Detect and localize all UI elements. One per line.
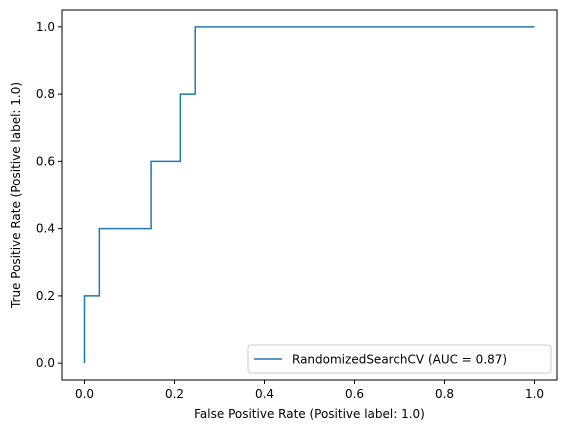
- y-tick-label: 1.0: [36, 20, 55, 34]
- y-tick-label: 0.4: [36, 222, 55, 236]
- x-tick-label: 0.2: [165, 387, 184, 401]
- y-tick-label: 0.2: [36, 289, 55, 303]
- legend-box: [247, 344, 552, 374]
- legend: RandomizedSearchCV (AUC = 0.87): [247, 344, 552, 374]
- x-axis: 0.0 0.2 0.4 0.6 0.8 1.0: [75, 380, 544, 401]
- y-tick-label: 0.8: [36, 87, 55, 101]
- legend-label: RandomizedSearchCV (AUC = 0.87): [292, 353, 507, 367]
- y-axis-label: True Positive Rate (Positive label: 1.0): [9, 82, 23, 309]
- y-tick-label: 0.6: [36, 154, 55, 168]
- x-tick-label: 0.6: [345, 387, 364, 401]
- roc-curve-line: [83, 26, 535, 364]
- plot-area: [61, 9, 558, 381]
- y-tick-label: 0.0: [36, 356, 55, 370]
- y-axis: 0.0 0.2 0.4 0.6 0.8 1.0: [36, 20, 62, 370]
- x-tick-label: 0.0: [75, 387, 94, 401]
- x-tick-label: 1.0: [525, 387, 544, 401]
- x-axis-label: False Positive Rate (Positive label: 1.0…: [194, 407, 425, 421]
- series-layer: [83, 26, 535, 364]
- x-tick-label: 0.4: [255, 387, 274, 401]
- x-tick-label: 0.8: [435, 387, 454, 401]
